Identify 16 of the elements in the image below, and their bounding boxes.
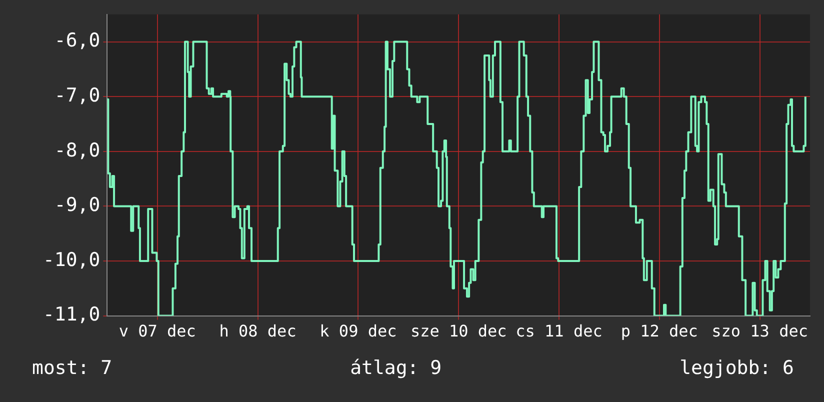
y-tick-label: -6,0 bbox=[54, 30, 100, 52]
x-tick-label: v 07 dec bbox=[118, 322, 196, 341]
y-tick-label: -8,0 bbox=[54, 139, 100, 162]
y-tick-label: -11,0 bbox=[42, 304, 100, 326]
y-tick-label: -9,0 bbox=[54, 194, 100, 216]
x-tick-label: k 09 dec bbox=[320, 322, 397, 341]
y-tick-label: -10,0 bbox=[42, 248, 100, 271]
y-tick-label: -7,0 bbox=[54, 84, 100, 107]
x-tick-label: szo 13 dec bbox=[712, 322, 808, 341]
text: most: 7 bbox=[32, 357, 112, 379]
x-tick-label: h 08 dec bbox=[219, 322, 296, 341]
x-tick-label: cs 11 dec bbox=[516, 322, 602, 341]
x-tick-label: p 12 dec bbox=[620, 322, 698, 341]
x-tick-label: sze 10 dec bbox=[410, 322, 507, 341]
text: legjobb: 6 bbox=[680, 357, 794, 379]
text: átlag: 9 bbox=[350, 357, 442, 379]
